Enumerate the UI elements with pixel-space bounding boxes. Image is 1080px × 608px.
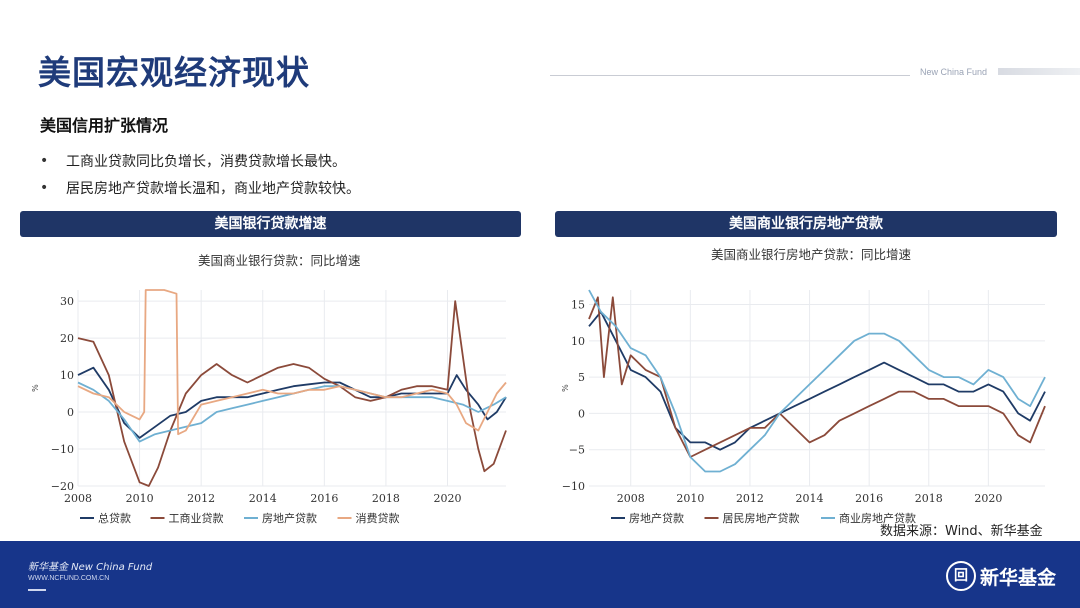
bullet-item: • 工商业贷款同比负增长，消费贷款增长最快。 — [40, 147, 360, 174]
footer: 新华基金 New China Fund WWW.NCFUND.COM.CN 回 … — [0, 541, 1080, 608]
legend-label: 工商业贷款 — [169, 511, 224, 525]
legend-label: 总贷款 — [98, 511, 131, 525]
x-tick-label: 2014 — [796, 492, 824, 505]
series-line — [588, 310, 1046, 451]
x-tick-label: 2018 — [372, 492, 400, 505]
series-line — [77, 300, 507, 487]
y-tick-label: 20 — [60, 332, 74, 345]
legend-label: 商业房地产贷款 — [839, 511, 916, 525]
y-tick-label: 0 — [67, 406, 74, 419]
left-chart-title: 美国商业银行贷款：同比增速 — [198, 253, 361, 268]
page-title: 美国宏观经济现状 — [38, 53, 310, 92]
x-tick-label: 2010 — [676, 492, 704, 505]
y-tick-label: −5 — [569, 444, 585, 457]
legend-label: 房地产贷款 — [262, 511, 317, 525]
footer-url: WWW.NCFUND.COM.CN — [28, 575, 110, 582]
x-tick-label: 2020 — [974, 492, 1002, 505]
right-chart: 2008 2010 2012 2014 2016 2018 2020 15 10 5 0 −5 −10%… — [561, 289, 1046, 525]
x-tick-label: 2012 — [736, 492, 764, 505]
x-tick-label: 2016 — [310, 492, 338, 505]
y-tick-label: 10 — [60, 369, 74, 382]
header-accent-bar — [998, 68, 1080, 75]
x-tick-label: 2008 — [617, 492, 645, 505]
x-tick-label: 2016 — [855, 492, 883, 505]
x-tick-label: 2018 — [915, 492, 943, 505]
header-brand: New China Fund — [920, 67, 988, 77]
legend-label: 房地产贷款 — [629, 511, 684, 525]
section-subtitle: 美国信用扩张情况 — [40, 116, 169, 135]
series-line — [77, 289, 507, 436]
series-line — [588, 289, 1046, 473]
x-tick-label: 2020 — [433, 492, 461, 505]
x-tick-label: 2010 — [126, 492, 154, 505]
y-axis-label: % — [561, 384, 570, 392]
y-tick-label: 10 — [571, 335, 585, 348]
legend-label: 居民房地产贷款 — [723, 511, 800, 525]
footer-mark — [28, 589, 46, 591]
y-tick-label: 5 — [578, 371, 585, 384]
data-source: 数据来源：Wind、新华基金 — [880, 524, 1043, 539]
logo-icon: 回 — [946, 561, 976, 591]
y-tick-label: 30 — [60, 295, 74, 308]
series-line — [588, 296, 1046, 458]
y-tick-label: −10 — [562, 480, 585, 493]
y-tick-label: −10 — [51, 443, 74, 456]
bullet-text: 居民房地产贷款增长温和，商业地产贷款较快。 — [66, 180, 360, 197]
x-tick-label: 2008 — [64, 492, 92, 505]
y-tick-label: 0 — [578, 407, 585, 420]
bullet-text: 工商业贷款同比负增长，消费贷款增长最快。 — [66, 153, 346, 170]
bullet-icon: • — [40, 152, 49, 169]
bullet-list: • 工商业贷款同比负增长，消费贷款增长最快。 • 居民房地产贷款增长温和，商业地产贷… — [40, 147, 360, 201]
left-chart: 2008 2010 2012 2014 2016 2018 20203020100−10−2… — [31, 289, 507, 525]
y-tick-label: 15 — [571, 299, 585, 312]
right-panel-header: 美国商业银行房地产贷款 — [555, 211, 1057, 237]
footer-logo-text: 新华基金 — [980, 567, 1057, 589]
y-tick-label: −20 — [51, 480, 74, 493]
legend-label: 消费贷款 — [356, 511, 400, 525]
header-divider — [550, 75, 910, 76]
bullet-icon: • — [40, 179, 49, 196]
right-chart-title: 美国商业银行房地产贷款：同比增速 — [711, 247, 912, 262]
x-tick-label: 2014 — [249, 492, 277, 505]
y-axis-label: % — [31, 384, 40, 392]
series-line — [77, 366, 507, 439]
bullet-item: • 居民房地产贷款增长温和，商业地产贷款较快。 — [40, 174, 360, 201]
footer-brand: 新华基金 New China Fund — [28, 562, 153, 573]
left-panel-header: 美国银行贷款增速 — [20, 211, 521, 237]
x-tick-label: 2012 — [187, 492, 215, 505]
